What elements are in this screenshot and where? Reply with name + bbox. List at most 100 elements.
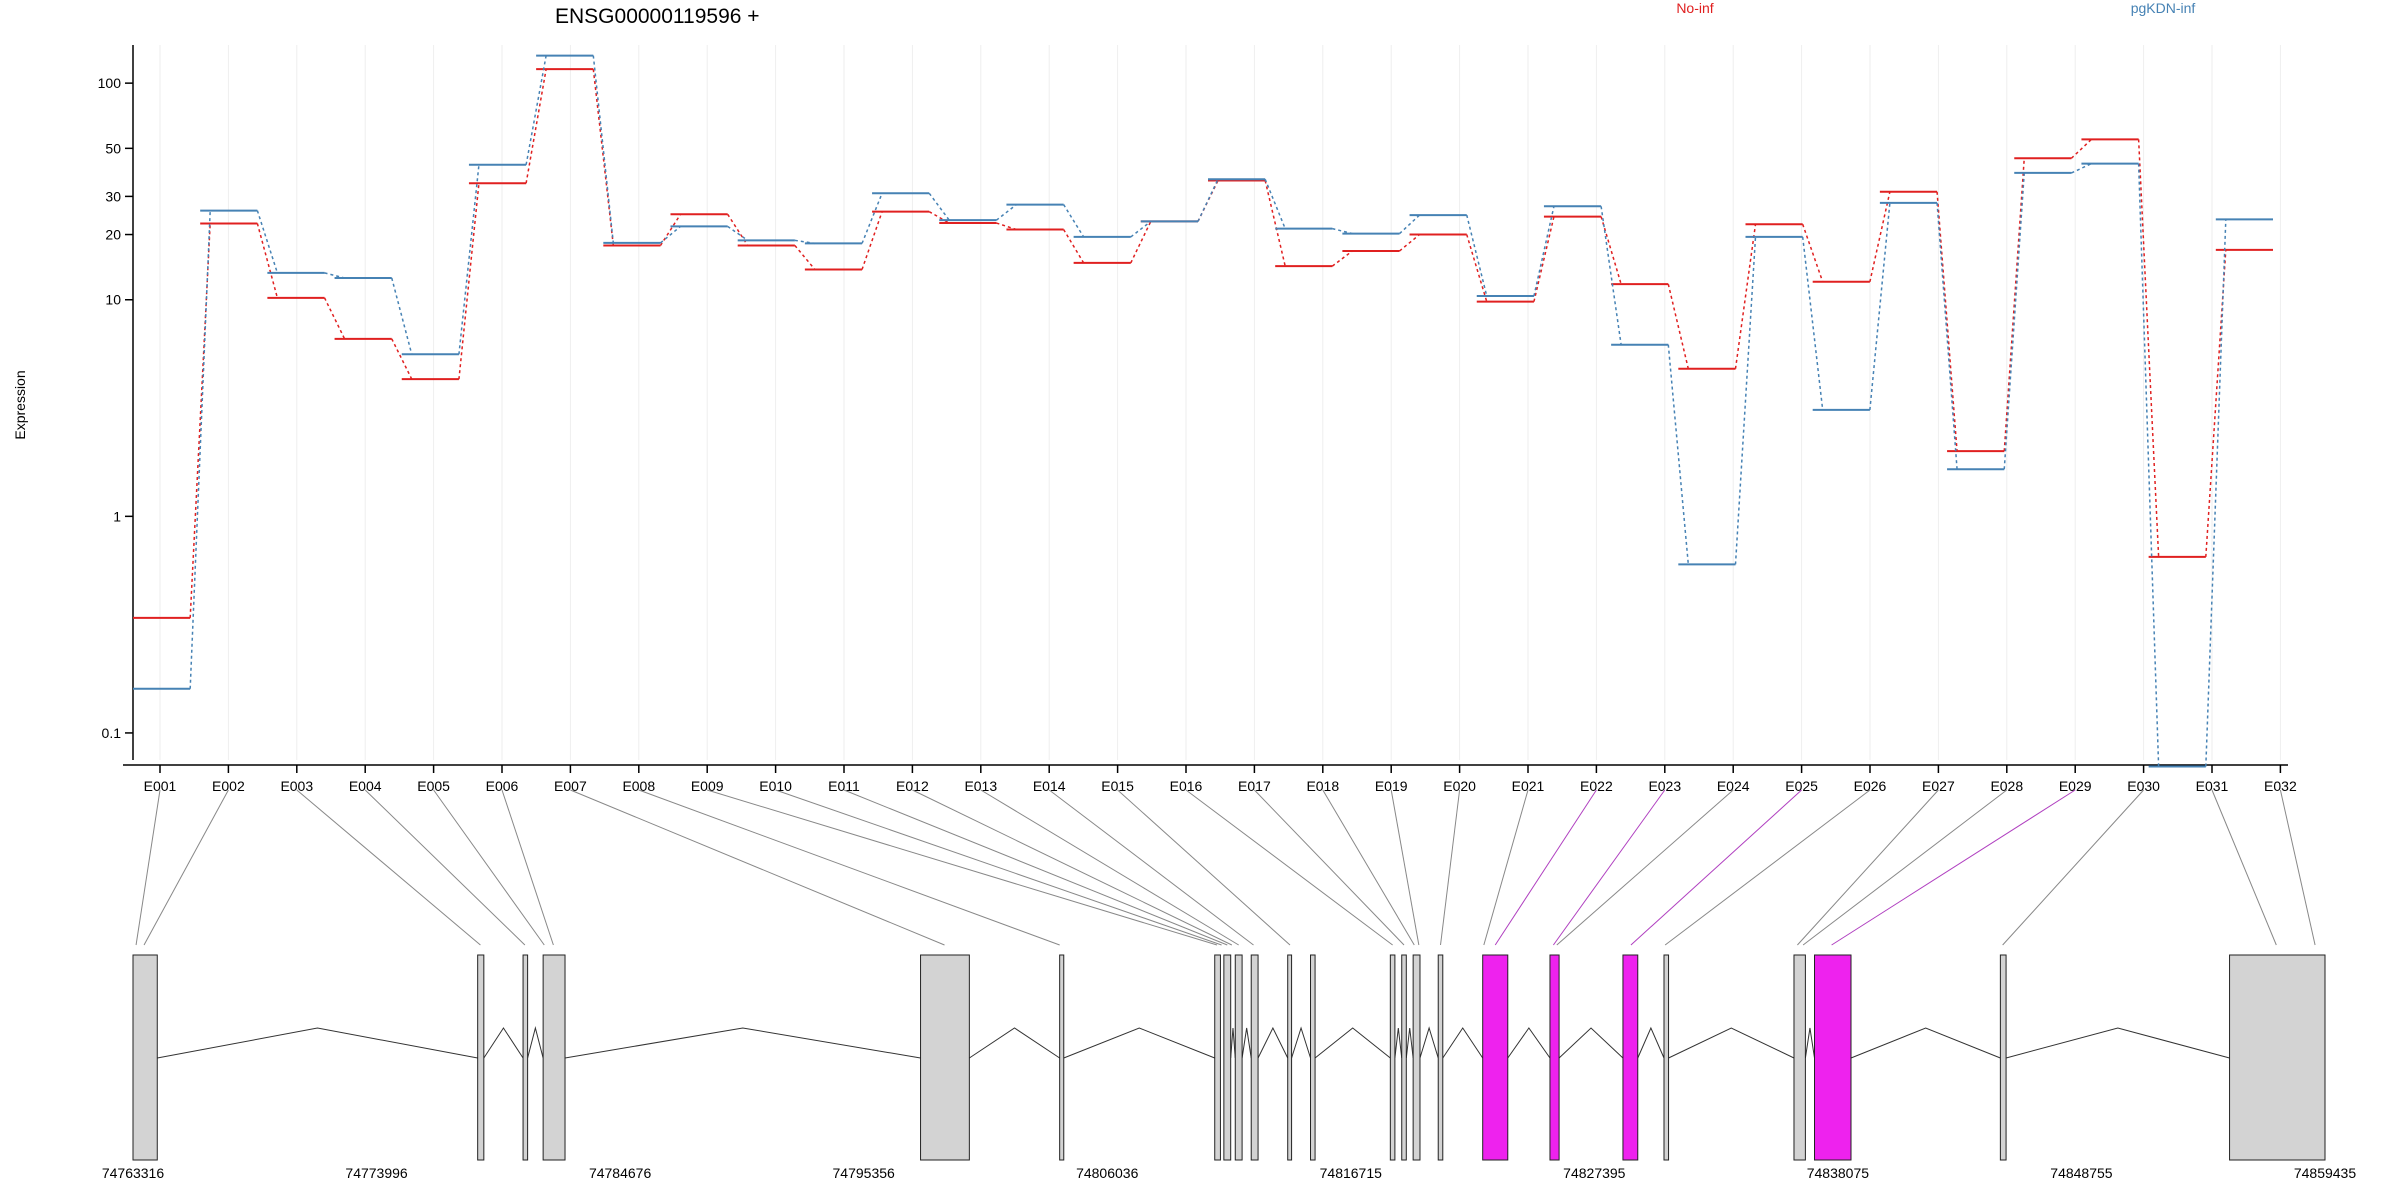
series-connector [2071, 162, 2092, 174]
intron [1668, 1027, 1795, 1059]
gene-model: 74763316 74773996 74784676 74795356 74806036… [102, 789, 2356, 1181]
exon-mapping-line [1556, 789, 1734, 946]
genomic-coordinate-label: 74763316 [102, 1165, 165, 1181]
exon-box [1059, 954, 1065, 1161]
x-tick-label: E014 [1033, 778, 1066, 794]
exon-box [1663, 954, 1670, 1161]
series-connector [256, 210, 279, 274]
series-connector [1062, 229, 1085, 264]
exon-box [1234, 954, 1243, 1161]
series-connector [1533, 206, 1555, 297]
series-connector [861, 193, 883, 244]
series-connector [1399, 214, 1421, 235]
x-tick-label: E007 [554, 778, 587, 794]
y-tick-label: 1 [113, 508, 121, 524]
exon-mapping-line [296, 789, 481, 946]
x-tick-label: E006 [486, 778, 519, 794]
intron [1291, 1026, 1311, 1059]
series-connector [995, 203, 1017, 221]
intron [157, 1027, 478, 1059]
series-connector [1197, 178, 1219, 222]
exon-box [1549, 954, 1560, 1161]
series-connector [1062, 204, 1085, 238]
exon-mapping-line [843, 789, 1228, 946]
y-tick-label: 50 [105, 140, 121, 156]
series-connector [1734, 236, 1757, 565]
x-tick-label: E003 [280, 778, 313, 794]
series-connector [928, 211, 950, 224]
y-tick-label: 30 [105, 188, 121, 204]
x-tick-label: E026 [1854, 778, 1887, 794]
series-connector [1399, 233, 1421, 252]
exon-mapping-line [1630, 789, 1802, 946]
exon-box [477, 954, 485, 1161]
series-connector [525, 69, 547, 184]
y-axis-label: Expression [12, 370, 28, 439]
exon-box [1622, 954, 1639, 1161]
series-connector [189, 210, 211, 689]
x-tick-label: E009 [691, 778, 724, 794]
series-connector [794, 245, 816, 270]
legend-no-inf: No-inf [1676, 0, 1713, 16]
intron [1230, 1027, 1236, 1059]
series-connector [2137, 139, 2160, 557]
series-connector [1264, 178, 1286, 229]
exon-mapping-line [1494, 789, 1597, 946]
exon-box [132, 954, 158, 1161]
exon-box [920, 954, 970, 1161]
series-connector [1869, 202, 1891, 410]
series-connector [2070, 138, 2092, 159]
series-connector [256, 223, 279, 299]
chart-title: ENSG00000119596 + [555, 5, 760, 28]
exon-mapping-line [1322, 789, 1415, 946]
x-tick-label: E023 [1648, 778, 1681, 794]
exon-mapping-line [2002, 789, 2144, 946]
exon-box [1223, 954, 1232, 1161]
x-tick-label: E025 [1785, 778, 1818, 794]
exon-mapping-line [1831, 789, 2076, 946]
series-connector [1667, 283, 1690, 369]
x-tick-label: E013 [964, 778, 997, 794]
series-connector [189, 223, 211, 618]
x-tick-label: E011 [828, 778, 860, 794]
exon-box [1482, 954, 1509, 1161]
exon-mapping-line [1390, 789, 1420, 946]
intron [1804, 1027, 1816, 1059]
series-connector [1264, 180, 1286, 267]
series-connector [1936, 202, 1958, 470]
x-tick-label: E015 [1101, 778, 1134, 794]
genomic-coordinate-label: 74784676 [589, 1165, 652, 1181]
intron [1558, 1027, 1624, 1059]
x-tick-label: E027 [1922, 778, 1955, 794]
exon-mapping-line [638, 789, 1060, 946]
exon-mapping-line [1552, 789, 1666, 946]
series-connector [1801, 236, 1824, 410]
exon-mapping-line [1117, 789, 1291, 946]
x-tick-label: E017 [1238, 778, 1271, 794]
exon-mapping-line [433, 789, 545, 946]
exon-mapping-line [364, 789, 526, 946]
exon-box [522, 954, 529, 1161]
x-tick-label: E029 [2059, 778, 2092, 794]
exon-mapping-line [1664, 789, 1871, 946]
intron [527, 1026, 544, 1059]
x-tick-label: E004 [349, 778, 382, 794]
series-no-inf: E001: 0.34E002: 22.5E003: 10.2E004: 6.6E… [133, 68, 2273, 619]
series-connector [727, 225, 749, 241]
exon-mapping-line [707, 789, 1218, 946]
exon-box [1310, 954, 1316, 1161]
exon-mapping-line [775, 789, 1222, 946]
series-connector [1600, 206, 1622, 345]
x-tick-label: E012 [896, 778, 929, 794]
exon-box [2229, 954, 2326, 1161]
genomic-coordinate-label: 74773996 [345, 1165, 408, 1181]
series-connector [391, 338, 413, 380]
series-connector [861, 211, 883, 270]
series-connector [1734, 224, 1757, 369]
y-tick-label: 0.1 [102, 725, 122, 741]
genomic-coordinate-label: 74838075 [1807, 1165, 1870, 1181]
x-tick-label: E032 [2264, 778, 2297, 794]
exon-box [1412, 954, 1421, 1161]
